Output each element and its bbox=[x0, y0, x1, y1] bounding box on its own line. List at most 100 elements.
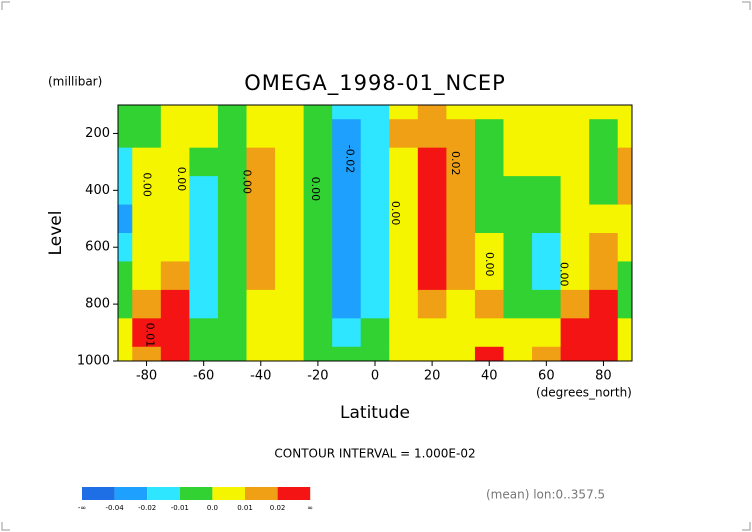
contour-cell bbox=[217, 318, 247, 348]
colorbar-label: 0.02 bbox=[270, 504, 286, 512]
colorbar-box bbox=[245, 487, 278, 500]
contour-cell bbox=[360, 176, 390, 206]
contour-cell bbox=[160, 119, 190, 149]
contour-cell bbox=[560, 147, 590, 177]
y-tick-label: 600 bbox=[85, 240, 110, 255]
x-tick-label: -40 bbox=[250, 369, 271, 384]
contour-cell bbox=[560, 346, 590, 362]
contour-cell bbox=[275, 289, 305, 319]
contour-cell bbox=[617, 261, 633, 291]
contour-cell bbox=[303, 204, 333, 234]
contour-cell bbox=[617, 318, 633, 348]
contour-cell bbox=[118, 261, 133, 291]
contour-cell bbox=[118, 233, 133, 262]
y-axis-title: Level bbox=[46, 211, 66, 256]
colorbar-box bbox=[212, 487, 245, 500]
contour-cell bbox=[532, 289, 562, 319]
contour-cell bbox=[217, 204, 247, 234]
x-tick-label: 80 bbox=[595, 369, 612, 384]
contour-cell bbox=[160, 261, 190, 291]
contour-cell bbox=[417, 176, 447, 206]
contour-cell bbox=[246, 261, 276, 291]
contour-cell bbox=[474, 289, 504, 319]
contour-cell bbox=[189, 119, 219, 149]
contour-label: 0.00 bbox=[309, 177, 322, 202]
contour-cell bbox=[246, 346, 276, 362]
contour-cell bbox=[589, 147, 619, 177]
contour-cell bbox=[532, 147, 562, 177]
contour-cell bbox=[532, 346, 562, 362]
contour-cell bbox=[589, 318, 619, 348]
contour-cell bbox=[417, 119, 447, 149]
contour-cell bbox=[389, 147, 419, 177]
contour-cell bbox=[446, 318, 476, 348]
contour-cell bbox=[389, 105, 419, 120]
contour-cell bbox=[303, 233, 333, 262]
contour-cell bbox=[532, 204, 562, 234]
contour-cell bbox=[160, 204, 190, 234]
contour-cell bbox=[503, 346, 533, 362]
contour-cell bbox=[303, 176, 333, 206]
contour-cell bbox=[303, 119, 333, 149]
colorbar-label: 0.01 bbox=[237, 504, 253, 512]
contour-cell bbox=[589, 233, 619, 262]
contour-label: 0.02 bbox=[449, 151, 462, 176]
contour-cell bbox=[532, 105, 562, 120]
contour-cell bbox=[446, 119, 476, 149]
contour-cell bbox=[503, 119, 533, 149]
contour-cell bbox=[160, 346, 190, 362]
x-tick-label: 20 bbox=[424, 369, 441, 384]
contour-cell bbox=[303, 346, 333, 362]
colorbar-label: -0.04 bbox=[106, 504, 125, 512]
contour-cell bbox=[446, 261, 476, 291]
contour-cell bbox=[560, 204, 590, 234]
contour-cell bbox=[503, 204, 533, 234]
contour-cell bbox=[332, 233, 362, 262]
contour-cell bbox=[389, 204, 419, 234]
contour-cell bbox=[474, 147, 504, 177]
contour-cell bbox=[303, 147, 333, 177]
colorbar-box bbox=[114, 487, 148, 500]
contour-cell bbox=[474, 176, 504, 206]
contour-cell bbox=[360, 346, 390, 362]
contour-cell bbox=[417, 346, 447, 362]
contour-interval: CONTOUR INTERVAL = 1.000E-02 bbox=[274, 447, 475, 461]
colorbar-box bbox=[82, 487, 115, 500]
colorbar-label: -0.01 bbox=[171, 504, 189, 512]
contour-cell bbox=[360, 233, 390, 262]
contour-cell bbox=[160, 105, 190, 120]
contour-cell bbox=[417, 233, 447, 262]
y-unit: (millibar) bbox=[48, 75, 102, 89]
contour-cell bbox=[446, 289, 476, 319]
contour-cell bbox=[446, 176, 476, 206]
contour-cell bbox=[446, 346, 476, 362]
contour-cell bbox=[389, 233, 419, 262]
contour-cell bbox=[118, 105, 133, 120]
chart-title: OMEGA_1998-01_NCEP bbox=[244, 71, 506, 96]
contour-cell bbox=[132, 204, 162, 234]
contour-cell bbox=[503, 176, 533, 206]
contour-cell bbox=[217, 289, 247, 319]
contour-cell bbox=[360, 204, 390, 234]
contour-cell bbox=[189, 204, 219, 234]
contour-cell bbox=[389, 346, 419, 362]
contour-cell bbox=[217, 105, 247, 120]
x-tick-label: -20 bbox=[307, 369, 328, 384]
contour-cell bbox=[560, 318, 590, 348]
contour-cell bbox=[474, 318, 504, 348]
colorbar-label: -∞ bbox=[78, 504, 86, 512]
contour-cell bbox=[532, 176, 562, 206]
x-tick-label: 0 bbox=[371, 369, 379, 384]
contour-cell bbox=[617, 233, 633, 262]
contour-cell bbox=[132, 105, 162, 120]
contour-cell bbox=[132, 147, 162, 177]
contour-cell bbox=[389, 318, 419, 348]
contour-cell bbox=[275, 105, 305, 120]
contour-cell bbox=[617, 105, 633, 120]
contour-cell bbox=[503, 233, 533, 262]
contour-cell bbox=[503, 318, 533, 348]
contour-cell bbox=[189, 318, 219, 348]
x-axis-title: Latitude bbox=[340, 403, 410, 423]
contour-cell bbox=[532, 119, 562, 149]
